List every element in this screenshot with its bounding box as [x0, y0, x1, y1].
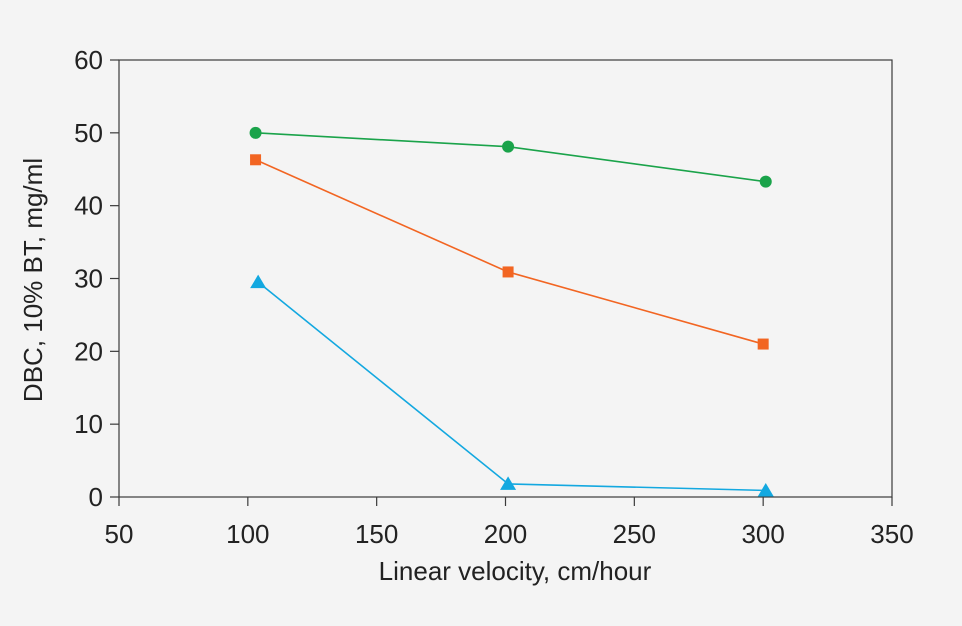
x-tick-label: 250 [613, 519, 656, 549]
x-tick-label: 200 [484, 519, 527, 549]
data-point [502, 140, 515, 153]
plot-frame [118, 59, 893, 498]
data-point [502, 266, 514, 278]
y-tick-label: 50 [74, 118, 103, 148]
x-tick-label: 350 [870, 519, 913, 549]
y-tick-label: 60 [74, 45, 103, 75]
y-tick-label: 0 [89, 482, 103, 512]
data-point [757, 338, 769, 350]
x-tick-label: 50 [105, 519, 134, 549]
data-point [249, 126, 262, 139]
series-green-circles [249, 126, 772, 188]
x-axis-ticks: 50 100 150 200 250 300 350 [105, 497, 914, 549]
series-layer [249, 126, 774, 497]
y-tick-label: 30 [74, 264, 103, 294]
series-orange-squares [250, 154, 769, 350]
y-axis-ticks: 0 10 20 30 40 50 60 [74, 45, 119, 512]
y-axis-title: DBC, 10% BT, mg/ml [18, 158, 48, 402]
data-point [759, 175, 772, 188]
x-axis-title: Linear velocity, cm/hour [379, 556, 652, 586]
y-tick-label: 20 [74, 336, 103, 366]
series-line [255, 159, 764, 345]
series-blue-triangles [250, 274, 774, 497]
data-point [757, 482, 774, 497]
series-line [255, 132, 766, 183]
x-tick-label: 300 [741, 519, 784, 549]
data-point [250, 274, 267, 289]
x-tick-label: 100 [226, 519, 269, 549]
series-line [257, 281, 766, 492]
data-point [500, 476, 517, 490]
y-tick-label: 10 [74, 409, 103, 439]
y-tick-label: 40 [74, 191, 103, 221]
data-point [250, 154, 262, 166]
x-tick-label: 150 [355, 519, 398, 549]
